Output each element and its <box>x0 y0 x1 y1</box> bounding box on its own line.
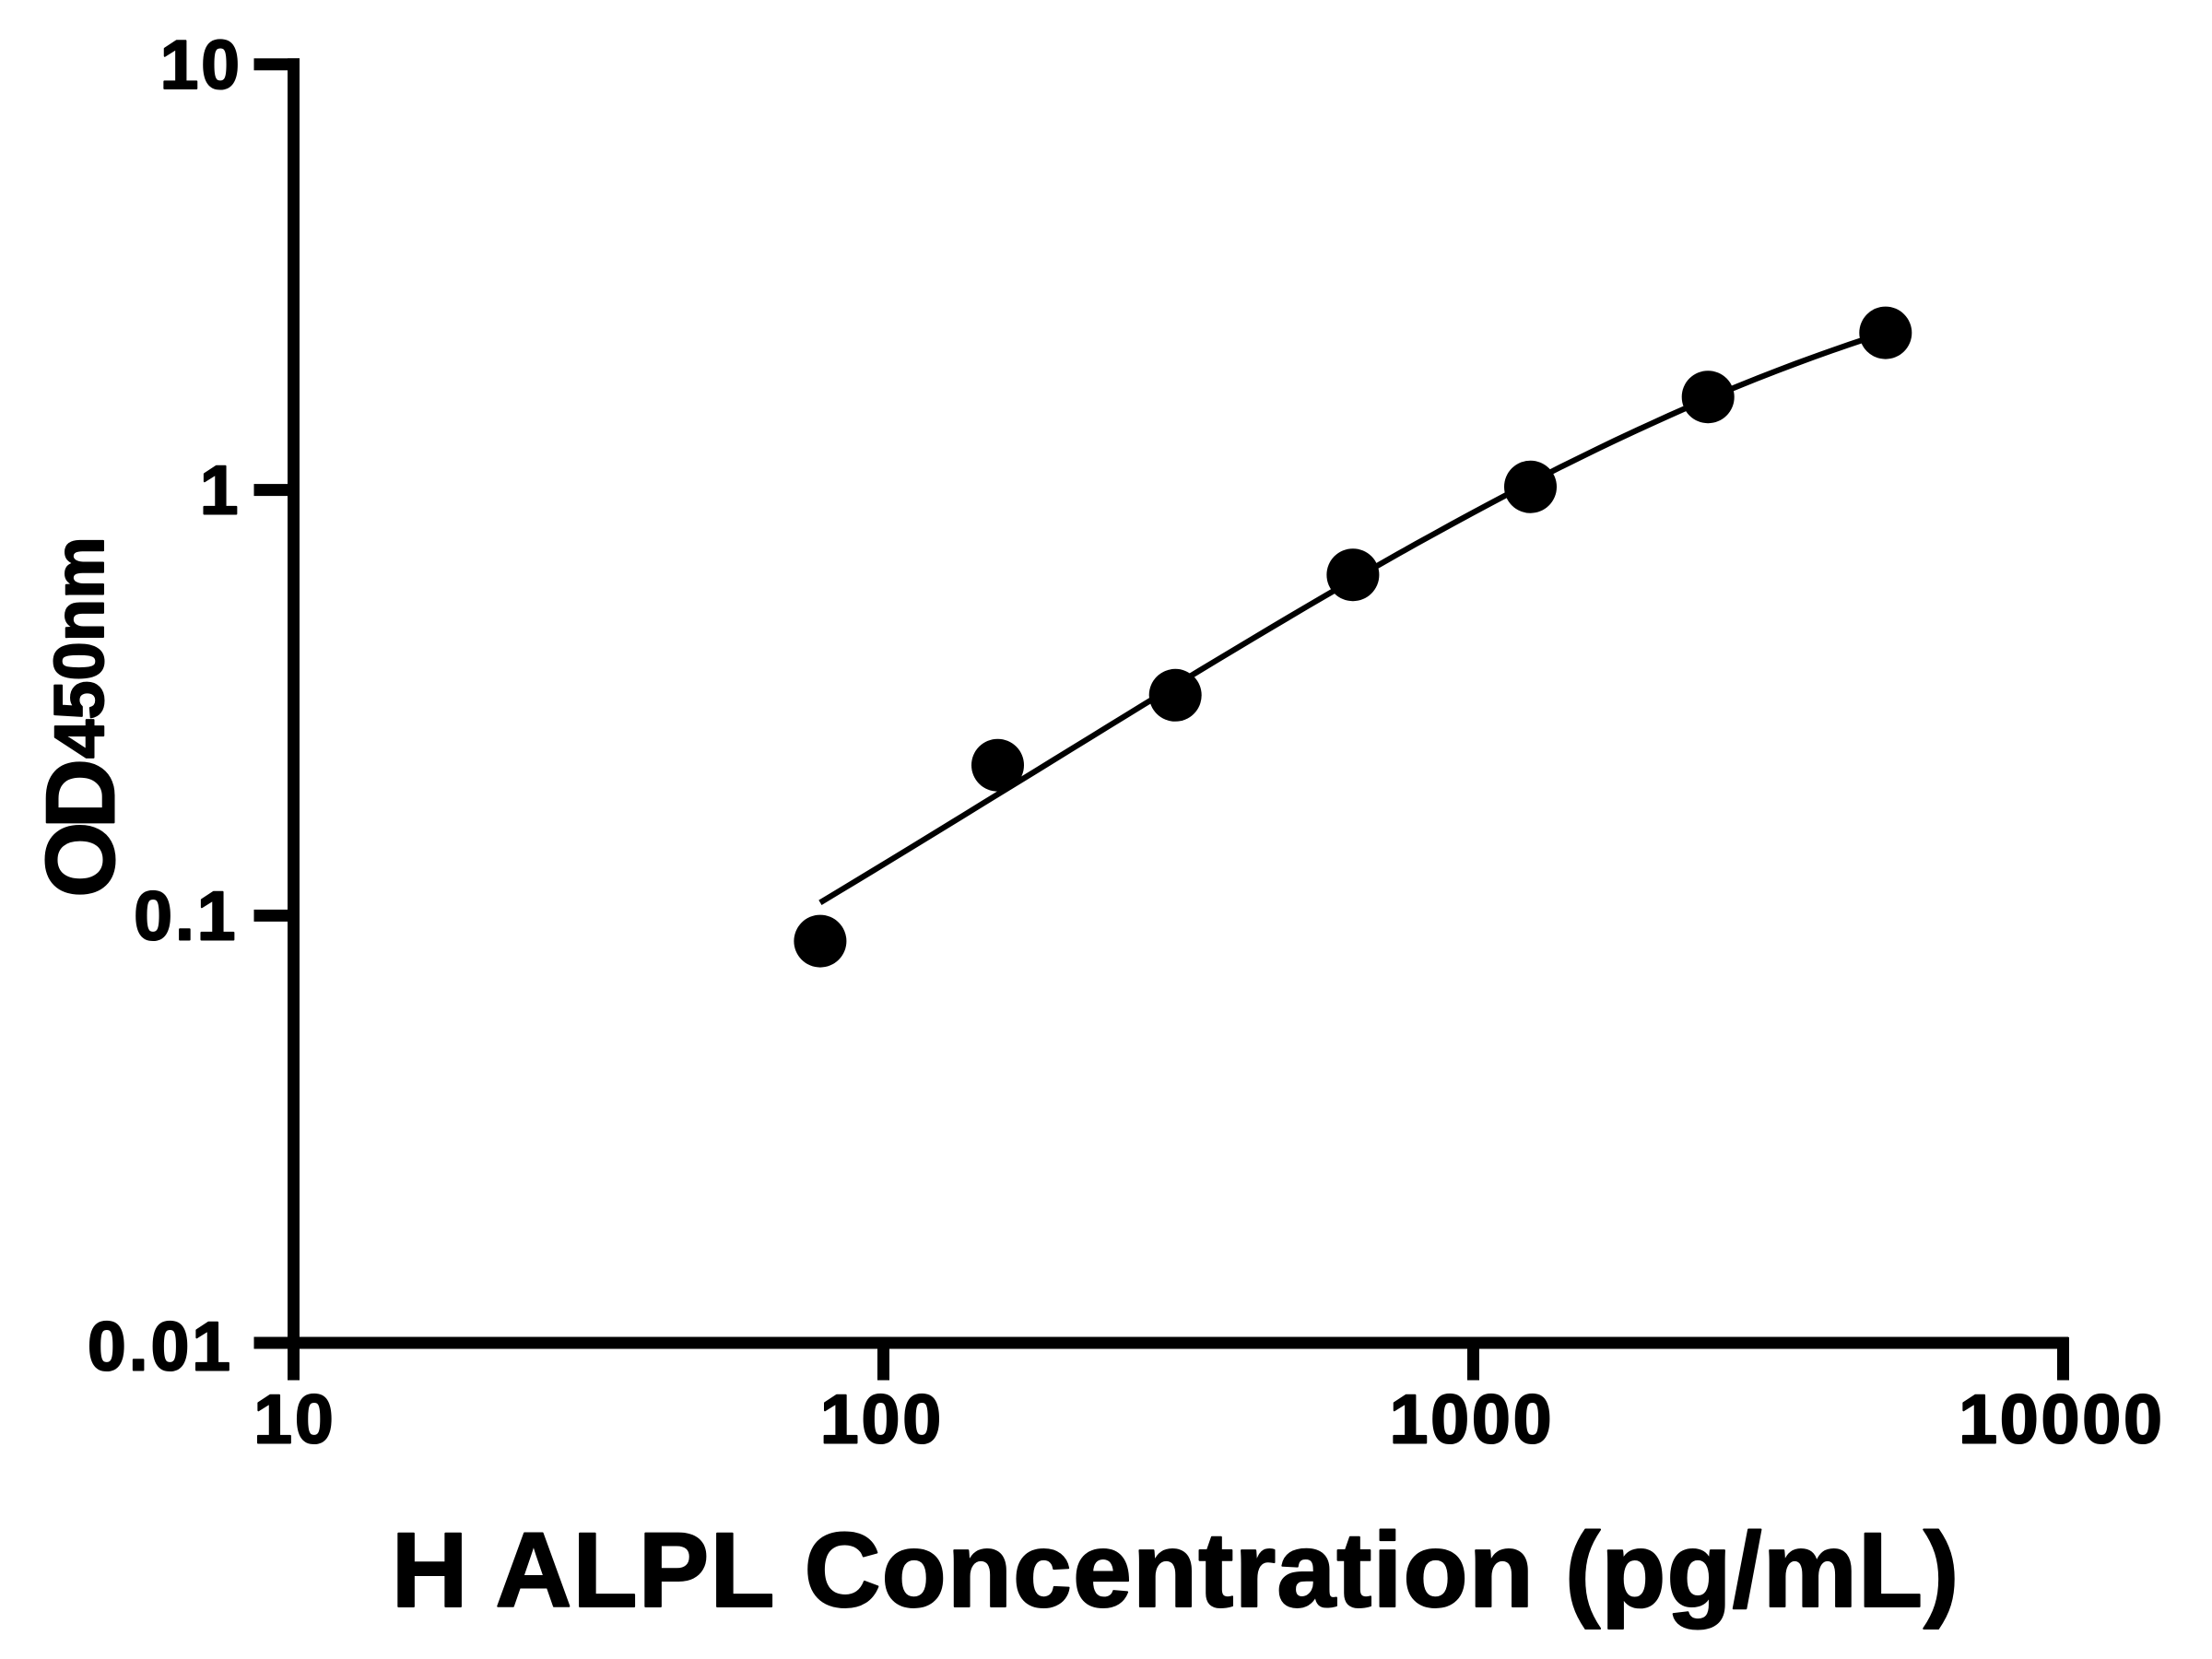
svg-text:0.01: 0.01 <box>88 1308 233 1385</box>
svg-text:450nm: 450nm <box>41 536 119 759</box>
svg-text:10000: 10000 <box>1959 1381 2165 1458</box>
svg-text:1: 1 <box>200 452 239 529</box>
svg-text:1000: 1000 <box>1390 1381 1555 1458</box>
svg-text:OD: OD <box>27 762 135 898</box>
svg-text:0.1: 0.1 <box>134 877 238 954</box>
svg-text:10: 10 <box>160 26 242 103</box>
svg-text:100: 100 <box>820 1381 944 1458</box>
svg-text:10: 10 <box>253 1381 335 1458</box>
svg-text:H ALPL Concentration (pg/mL): H ALPL Concentration (pg/mL) <box>392 1512 1960 1630</box>
